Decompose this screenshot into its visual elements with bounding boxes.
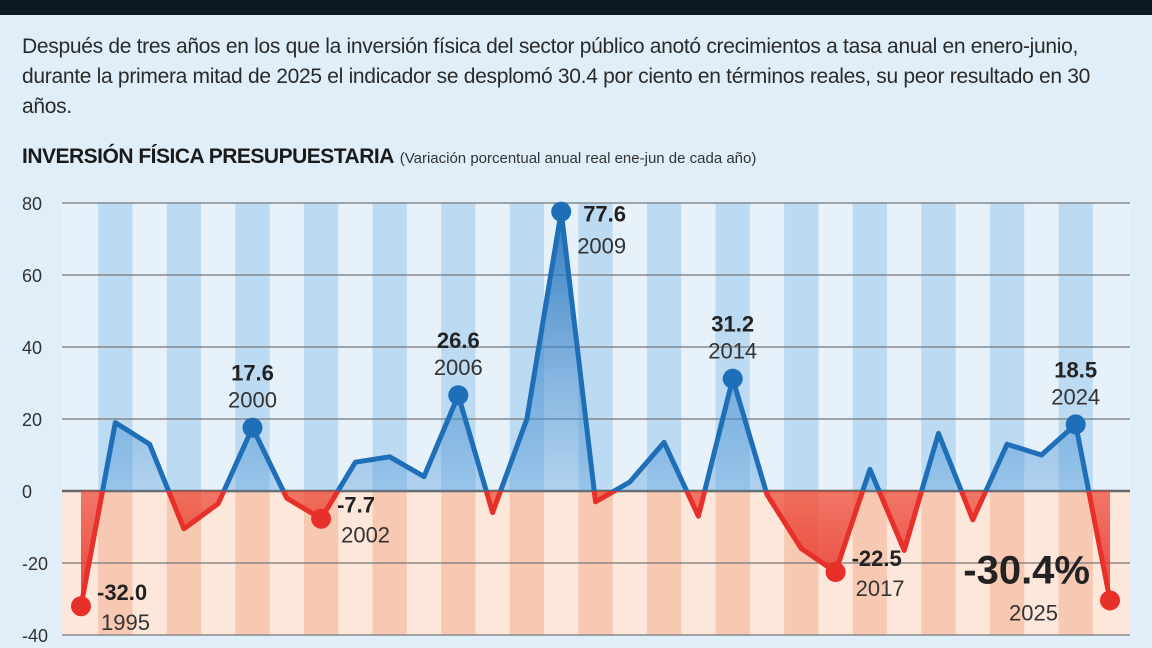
data-label-value: 26.6 [437, 328, 480, 353]
data-label-value: -7.7 [337, 493, 375, 518]
data-label-year: 2017 [856, 576, 905, 601]
data-label-value: -30.4% [963, 548, 1090, 592]
highlight-marker-2002 [311, 508, 332, 529]
data-label-year: 2014 [708, 339, 757, 364]
y-tick-label: 40 [22, 338, 42, 358]
series-line-negative [78, 491, 1113, 607]
y-tick-label: -20 [22, 554, 48, 574]
y-tick-label: 60 [22, 266, 42, 286]
highlight-marker-1995 [71, 596, 91, 617]
intro-text: Después de tres años en los que la inver… [22, 35, 1091, 118]
highlight-marker-2000 [242, 417, 263, 438]
chart-title: INVERSIÓN FÍSICA PRESUPUESTARIA [22, 145, 394, 168]
y-tick-label: 0 [22, 482, 32, 502]
data-label-year: 2006 [434, 355, 483, 380]
highlight-marker-2017 [825, 562, 846, 582]
highlight-marker-2009 [551, 201, 572, 222]
data-label-value: -32.0 [97, 580, 147, 605]
data-label-year: 2009 [577, 234, 626, 259]
data-label-year: 2002 [341, 523, 390, 548]
data-label-value: 31.2 [711, 312, 754, 337]
data-label-value: 17.6 [231, 361, 274, 386]
y-tick-label: -40 [22, 626, 48, 646]
data-label-year: 2000 [228, 388, 277, 413]
positive-area [81, 211, 1110, 491]
data-label-value: 18.5 [1054, 357, 1097, 382]
highlight-marker-2025 [1100, 590, 1120, 611]
chart-title-block: INVERSIÓN FÍSICA PRESUPUESTARIA (Variaci… [22, 145, 756, 169]
highlight-marker-2014 [722, 368, 743, 389]
top-banner [0, 0, 1152, 15]
data-label-year: 1995 [101, 610, 150, 635]
data-label-year: 2024 [1051, 384, 1100, 409]
data-label-value: -22.5 [852, 546, 902, 571]
highlight-marker-2024 [1065, 414, 1086, 435]
data-label-year: 2025 [1009, 600, 1058, 625]
highlight-marker-2006 [448, 385, 469, 406]
data-label-value: 77.6 [583, 202, 626, 227]
y-tick-label: 80 [22, 194, 42, 214]
y-tick-label: 20 [22, 410, 42, 430]
chart-subtitle: (Variación porcentual anual real ene-jun… [399, 150, 757, 167]
